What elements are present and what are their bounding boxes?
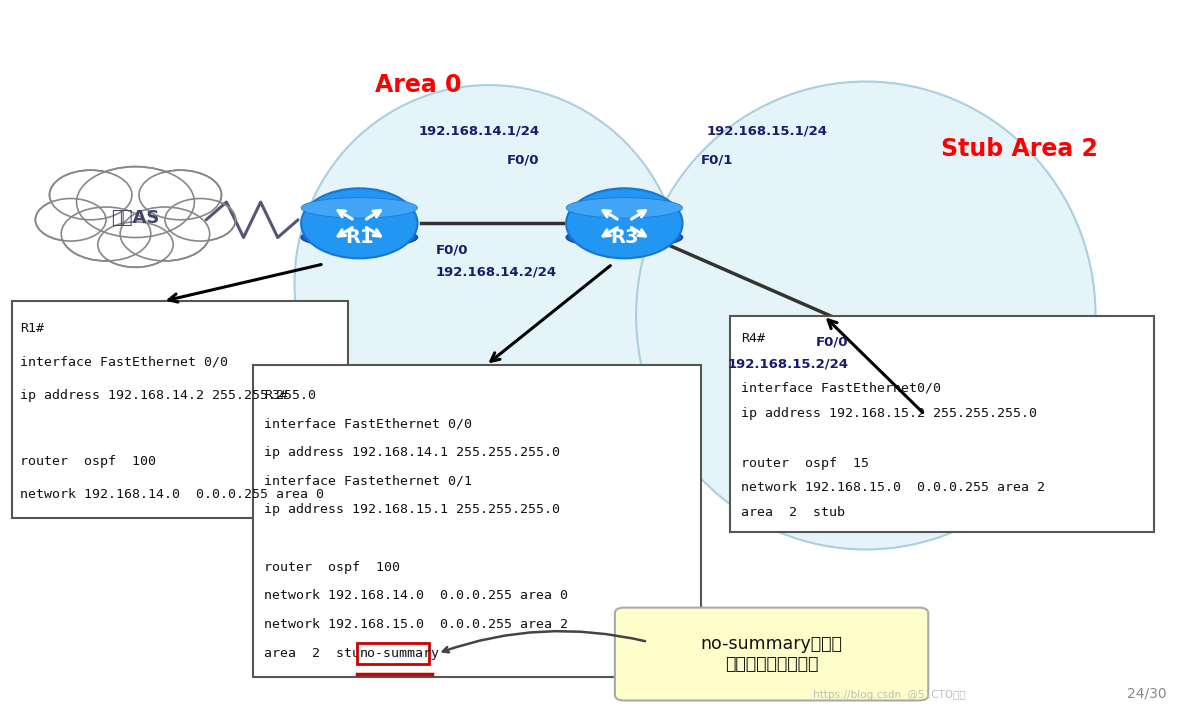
Text: no-summary: no-summary (359, 647, 439, 660)
Ellipse shape (302, 227, 417, 247)
Text: 外部AS: 外部AS (111, 208, 160, 227)
FancyBboxPatch shape (357, 642, 429, 664)
Circle shape (49, 170, 132, 220)
Circle shape (53, 172, 128, 218)
FancyBboxPatch shape (253, 365, 701, 677)
Text: R1#: R1# (20, 322, 44, 335)
Text: interface FastEthernet 0/0: interface FastEthernet 0/0 (20, 355, 229, 369)
Circle shape (120, 207, 210, 261)
Text: router  ospf  100: router ospf 100 (20, 455, 157, 468)
Text: 192.168.15.1/24: 192.168.15.1/24 (707, 125, 828, 138)
Text: R1: R1 (345, 228, 373, 247)
Text: ip address 192.168.14.1 255.255.255.0: ip address 192.168.14.1 255.255.255.0 (264, 446, 561, 459)
Text: 192.168.14.2/24: 192.168.14.2/24 (436, 265, 557, 278)
Text: network 192.168.15.0  0.0.0.255 area 2: network 192.168.15.0 0.0.0.255 area 2 (741, 481, 1045, 494)
Text: network 192.168.15.0  0.0.0.255 area 2: network 192.168.15.0 0.0.0.255 area 2 (264, 618, 569, 631)
Circle shape (302, 189, 417, 258)
Ellipse shape (567, 198, 682, 218)
Text: no-summary使其成
为一个完全未梢区域: no-summary使其成 为一个完全未梢区域 (701, 635, 842, 674)
Circle shape (143, 172, 218, 218)
Circle shape (35, 199, 106, 241)
Circle shape (61, 207, 151, 261)
Text: interface FastEthernet 0/0: interface FastEthernet 0/0 (264, 418, 472, 430)
Ellipse shape (302, 198, 417, 218)
Ellipse shape (881, 354, 980, 372)
Circle shape (101, 224, 170, 265)
Text: Area 0: Area 0 (375, 73, 462, 97)
Circle shape (77, 167, 194, 238)
Text: 192.168.14.1/24: 192.168.14.1/24 (418, 125, 540, 138)
Text: interface FastEthernet0/0: interface FastEthernet0/0 (741, 382, 941, 395)
Circle shape (124, 209, 206, 259)
Text: R4#: R4# (741, 333, 765, 345)
FancyBboxPatch shape (12, 301, 348, 518)
Text: R3: R3 (610, 228, 638, 247)
Circle shape (139, 170, 221, 220)
Text: Stub Area 2: Stub Area 2 (940, 137, 1098, 161)
Text: area  2  stub: area 2 stub (264, 647, 377, 660)
Text: 192.168.15.2/24: 192.168.15.2/24 (727, 357, 848, 370)
Circle shape (167, 200, 233, 240)
Ellipse shape (294, 85, 683, 482)
Text: 24/30: 24/30 (1126, 686, 1166, 700)
Text: R4: R4 (916, 378, 945, 397)
Text: R3#: R3# (264, 389, 289, 401)
Text: ip address 192.168.14.2 255.255.255.0: ip address 192.168.14.2 255.255.255.0 (20, 389, 316, 401)
Text: F0/0: F0/0 (815, 335, 848, 348)
Ellipse shape (636, 82, 1096, 549)
Circle shape (65, 209, 147, 259)
Text: router  ospf  15: router ospf 15 (741, 457, 869, 469)
Text: network 192.168.14.0  0.0.0.255 area 0: network 192.168.14.0 0.0.0.255 area 0 (264, 589, 569, 603)
Circle shape (81, 169, 190, 235)
Text: area  2  stub: area 2 stub (741, 506, 845, 519)
FancyBboxPatch shape (730, 316, 1154, 532)
Ellipse shape (881, 379, 980, 396)
Text: F0/0: F0/0 (507, 153, 540, 166)
Text: F0/1: F0/1 (701, 153, 733, 166)
Circle shape (38, 200, 104, 240)
Circle shape (881, 346, 980, 406)
Text: router  ospf  100: router ospf 100 (264, 561, 401, 574)
Text: network 192.168.14.0  0.0.0.255 area 0: network 192.168.14.0 0.0.0.255 area 0 (20, 488, 324, 501)
Text: F0/0: F0/0 (436, 243, 469, 256)
FancyBboxPatch shape (615, 608, 928, 700)
Text: https://blog.csdn  @51CTO博客: https://blog.csdn @51CTO博客 (813, 691, 966, 700)
Text: interface Fastethernet 0/1: interface Fastethernet 0/1 (264, 475, 472, 488)
Text: ip address 192.168.15.1 255.255.255.0: ip address 192.168.15.1 255.255.255.0 (264, 503, 561, 516)
Circle shape (98, 222, 173, 267)
Circle shape (165, 199, 236, 241)
Text: ip address 192.168.15.2 255.255.255.0: ip address 192.168.15.2 255.255.255.0 (741, 407, 1037, 420)
Ellipse shape (567, 227, 682, 247)
Circle shape (567, 189, 682, 258)
